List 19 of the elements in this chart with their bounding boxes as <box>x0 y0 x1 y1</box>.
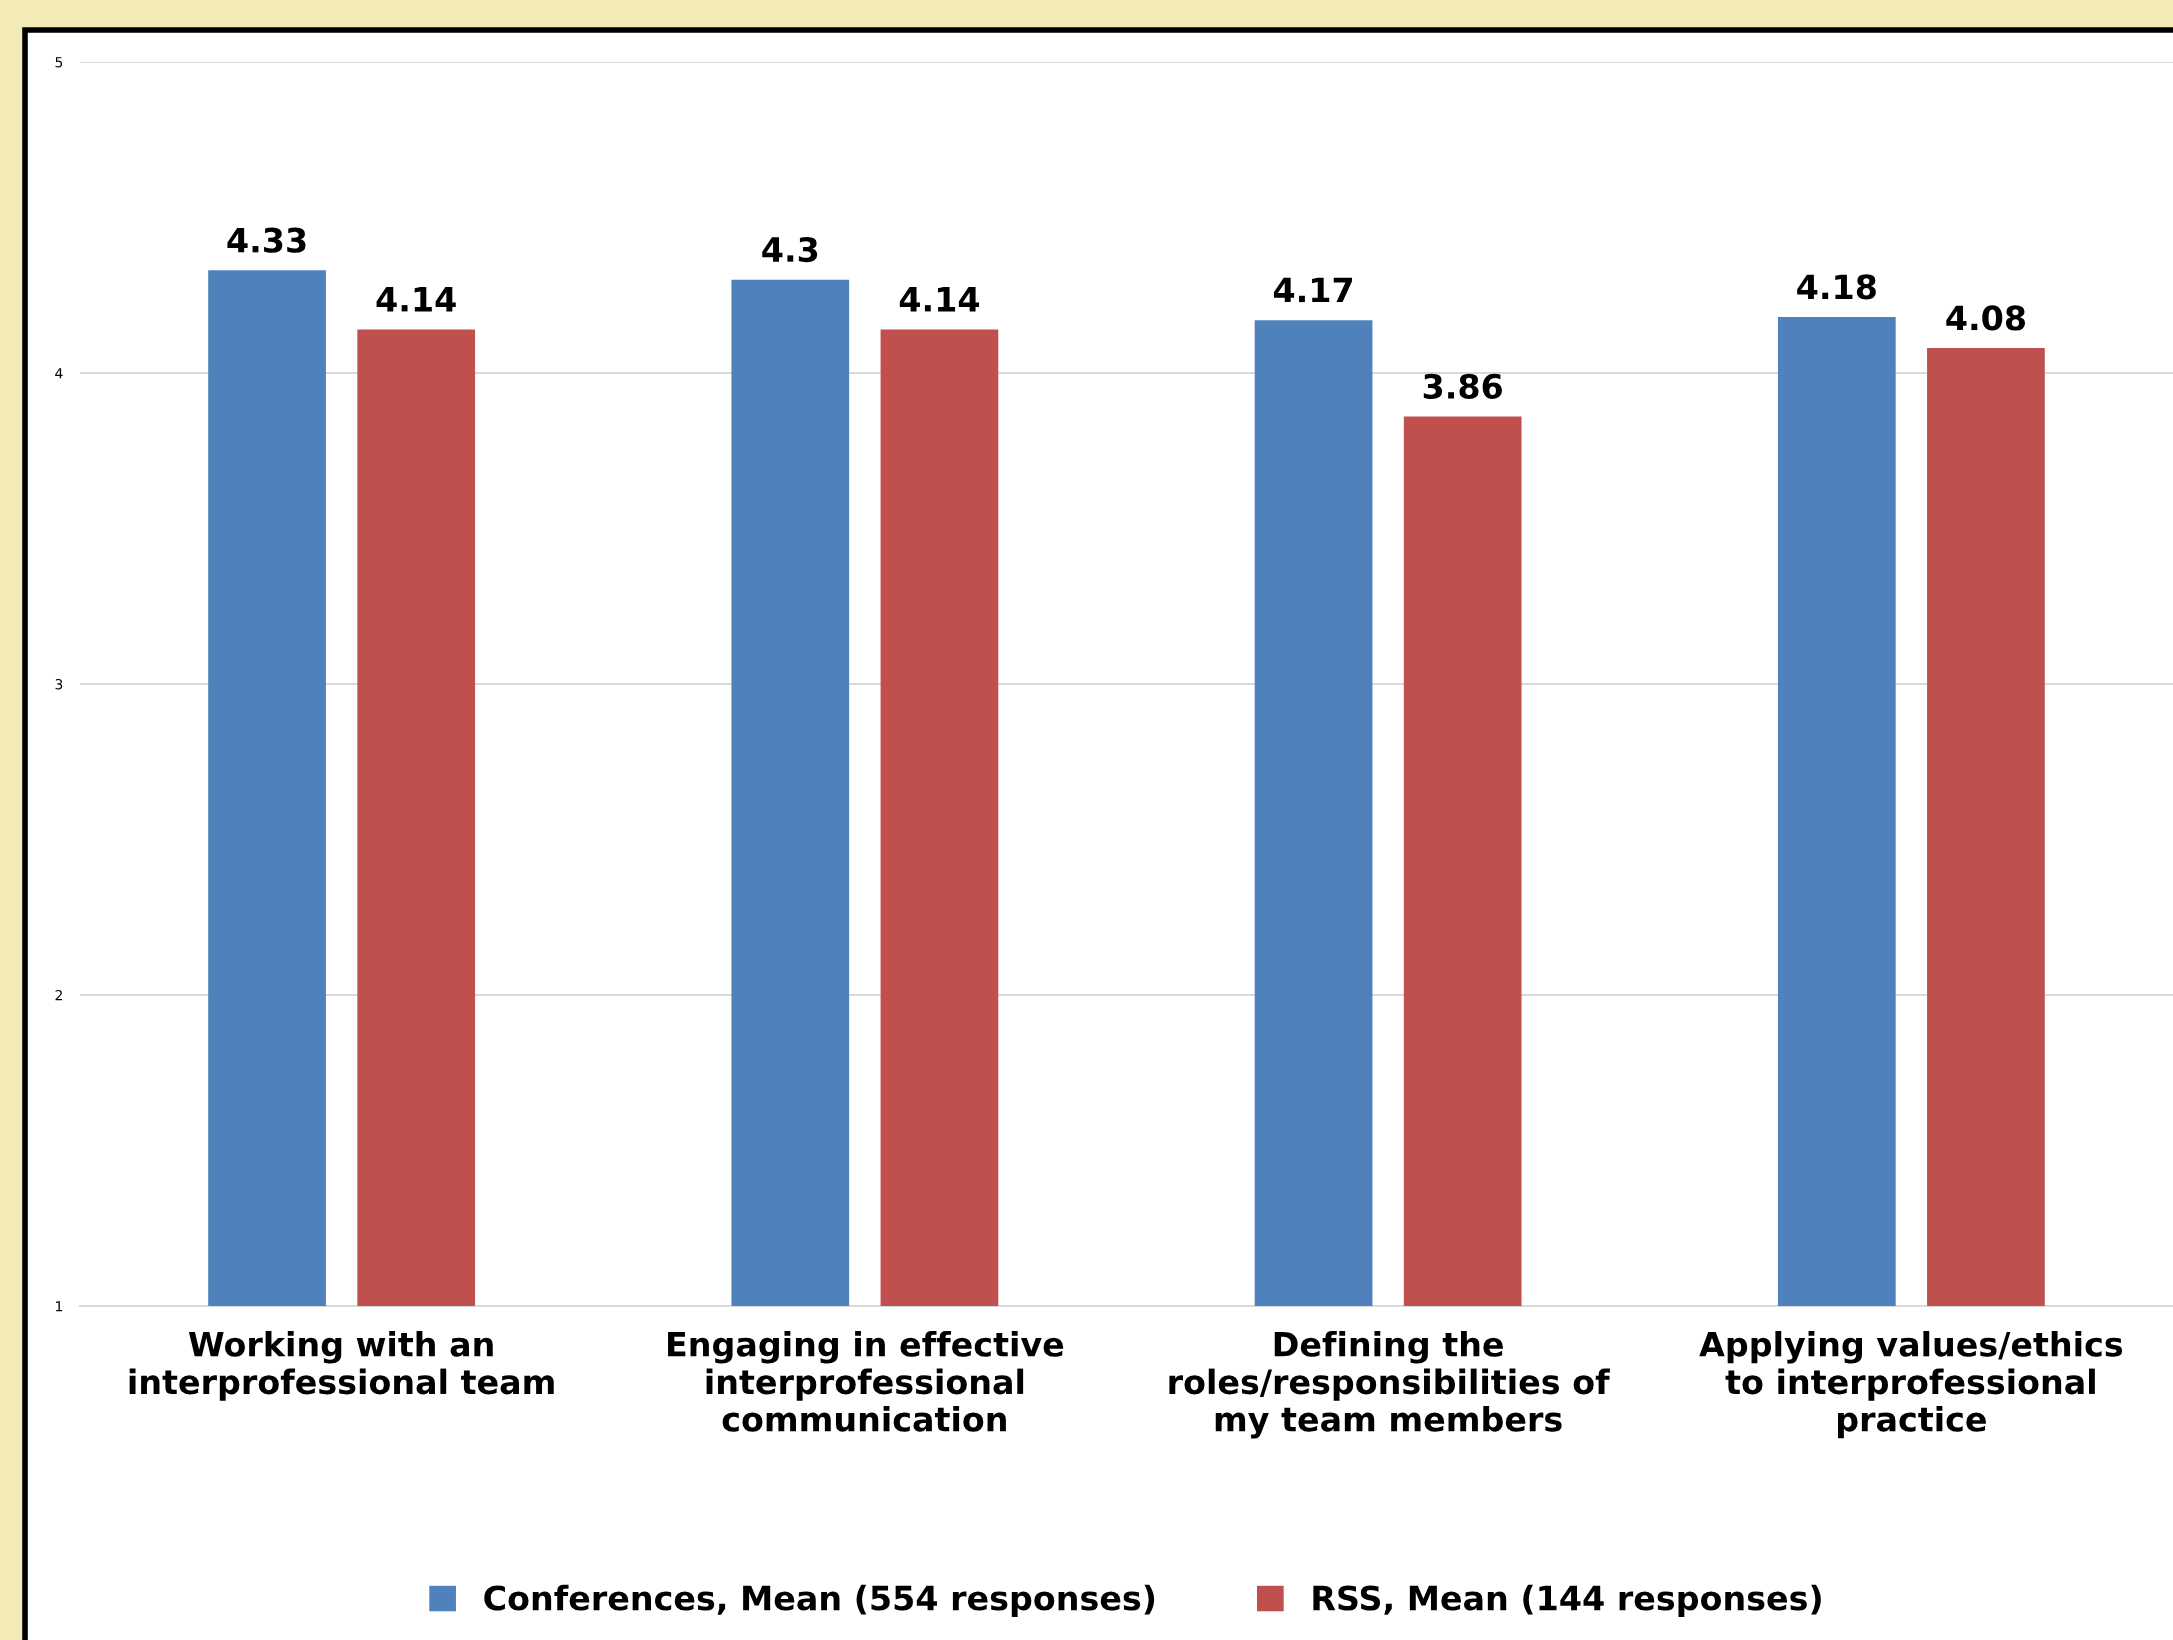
data-label: 4.33 <box>227 227 306 253</box>
x-tick-label: Applying values/ethics to interprofessional practice <box>1699 1331 2123 1439</box>
data-label: 4.17 <box>1273 277 1353 303</box>
y-tick-label: 5 <box>55 57 63 68</box>
y-tick-label: 1 <box>56 1301 63 1312</box>
x-tick-label: Engaging in effective interprofessional communication <box>668 1331 1064 1432</box>
data-label: 4.14 <box>899 287 980 312</box>
y-tick-label: 4 <box>55 368 63 379</box>
data-label: 4.14 <box>376 287 456 312</box>
data-label: 4.08 <box>1946 305 2025 331</box>
legend-label: RSS, Mean (144 responses) <box>1313 1584 1821 1618</box>
data-label: 3.86 <box>1423 373 1503 399</box>
data-label: 4.18 <box>1797 274 1876 300</box>
y-tick-label: 2 <box>55 989 62 1001</box>
y-tick-label: 3 <box>55 678 63 690</box>
x-tick-label: Working with an interprofessional team <box>129 1331 554 1401</box>
x-tick-label: Defining the roles/responsibilities of my team members <box>1169 1331 1610 1439</box>
legend-label: Conferences, Mean (554 responses) <box>484 1584 1155 1618</box>
data-label: 4.3 <box>762 236 818 263</box>
